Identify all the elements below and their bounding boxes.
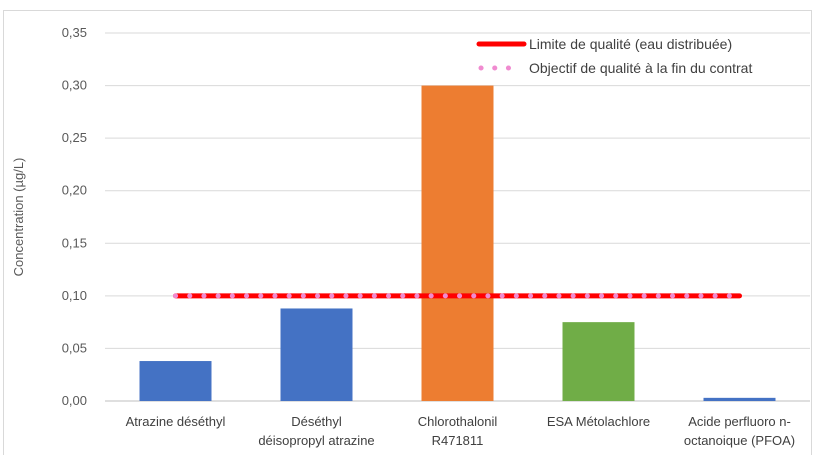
y-tick-label: 0,15: [62, 235, 87, 250]
bar: [703, 397, 776, 401]
legend: Limite de qualité (eau distribuée) Object…: [476, 36, 752, 76]
bar: [139, 361, 212, 401]
category-label: ESA Métolachlore: [547, 414, 650, 429]
category-label: Atrazine déséthyl: [126, 414, 226, 429]
y-tick-label: 0,25: [62, 130, 87, 145]
bar: [562, 322, 635, 401]
chart-frame: 0,00 0,05 0,10 0,15 0,20 0,25 0,30 0,35 Atrazin…: [3, 10, 812, 455]
y-tick-label: 0,05: [62, 340, 87, 355]
category-label: Acide perfluoro n-octanoique (PFOA): [684, 414, 795, 448]
y-tick-label: 0,00: [62, 393, 87, 408]
category-label: Déséthyl déisopropyl atrazine: [258, 414, 374, 448]
category-label: Chlorothalonil R471811: [418, 414, 498, 448]
y-tick-label: 0,35: [62, 25, 87, 40]
y-tick-label: 0,30: [62, 78, 87, 93]
y-axis-title: Concentration (µg/L): [11, 158, 26, 277]
y-tick-label: 0,20: [62, 183, 87, 198]
legend-label-limit: Limite de qualité (eau distribuée): [529, 36, 732, 52]
y-tick-labels: 0,00 0,05 0,10 0,15 0,20 0,25 0,30 0,35: [62, 25, 87, 408]
category-labels: Atrazine déséthyl Déséthyl déisopropyl atr…: [126, 414, 796, 448]
y-tick-label: 0,10: [62, 288, 87, 303]
bar: [421, 85, 494, 402]
legend-label-objective: Objectif de qualité à la fin du contrat: [529, 60, 752, 76]
bar-chart: 0,00 0,05 0,10 0,15 0,20 0,25 0,30 0,35 Atrazin…: [11, 25, 810, 448]
bar: [280, 308, 353, 401]
bars: [139, 85, 776, 402]
